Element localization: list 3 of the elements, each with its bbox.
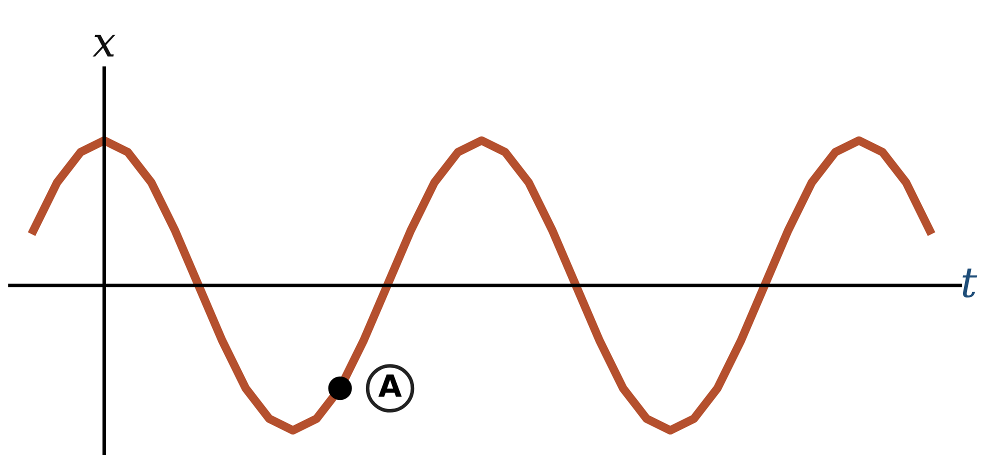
annotation: A xyxy=(378,374,402,397)
x-axis-title: t xyxy=(962,268,978,298)
y-axis-title: x xyxy=(92,34,116,57)
